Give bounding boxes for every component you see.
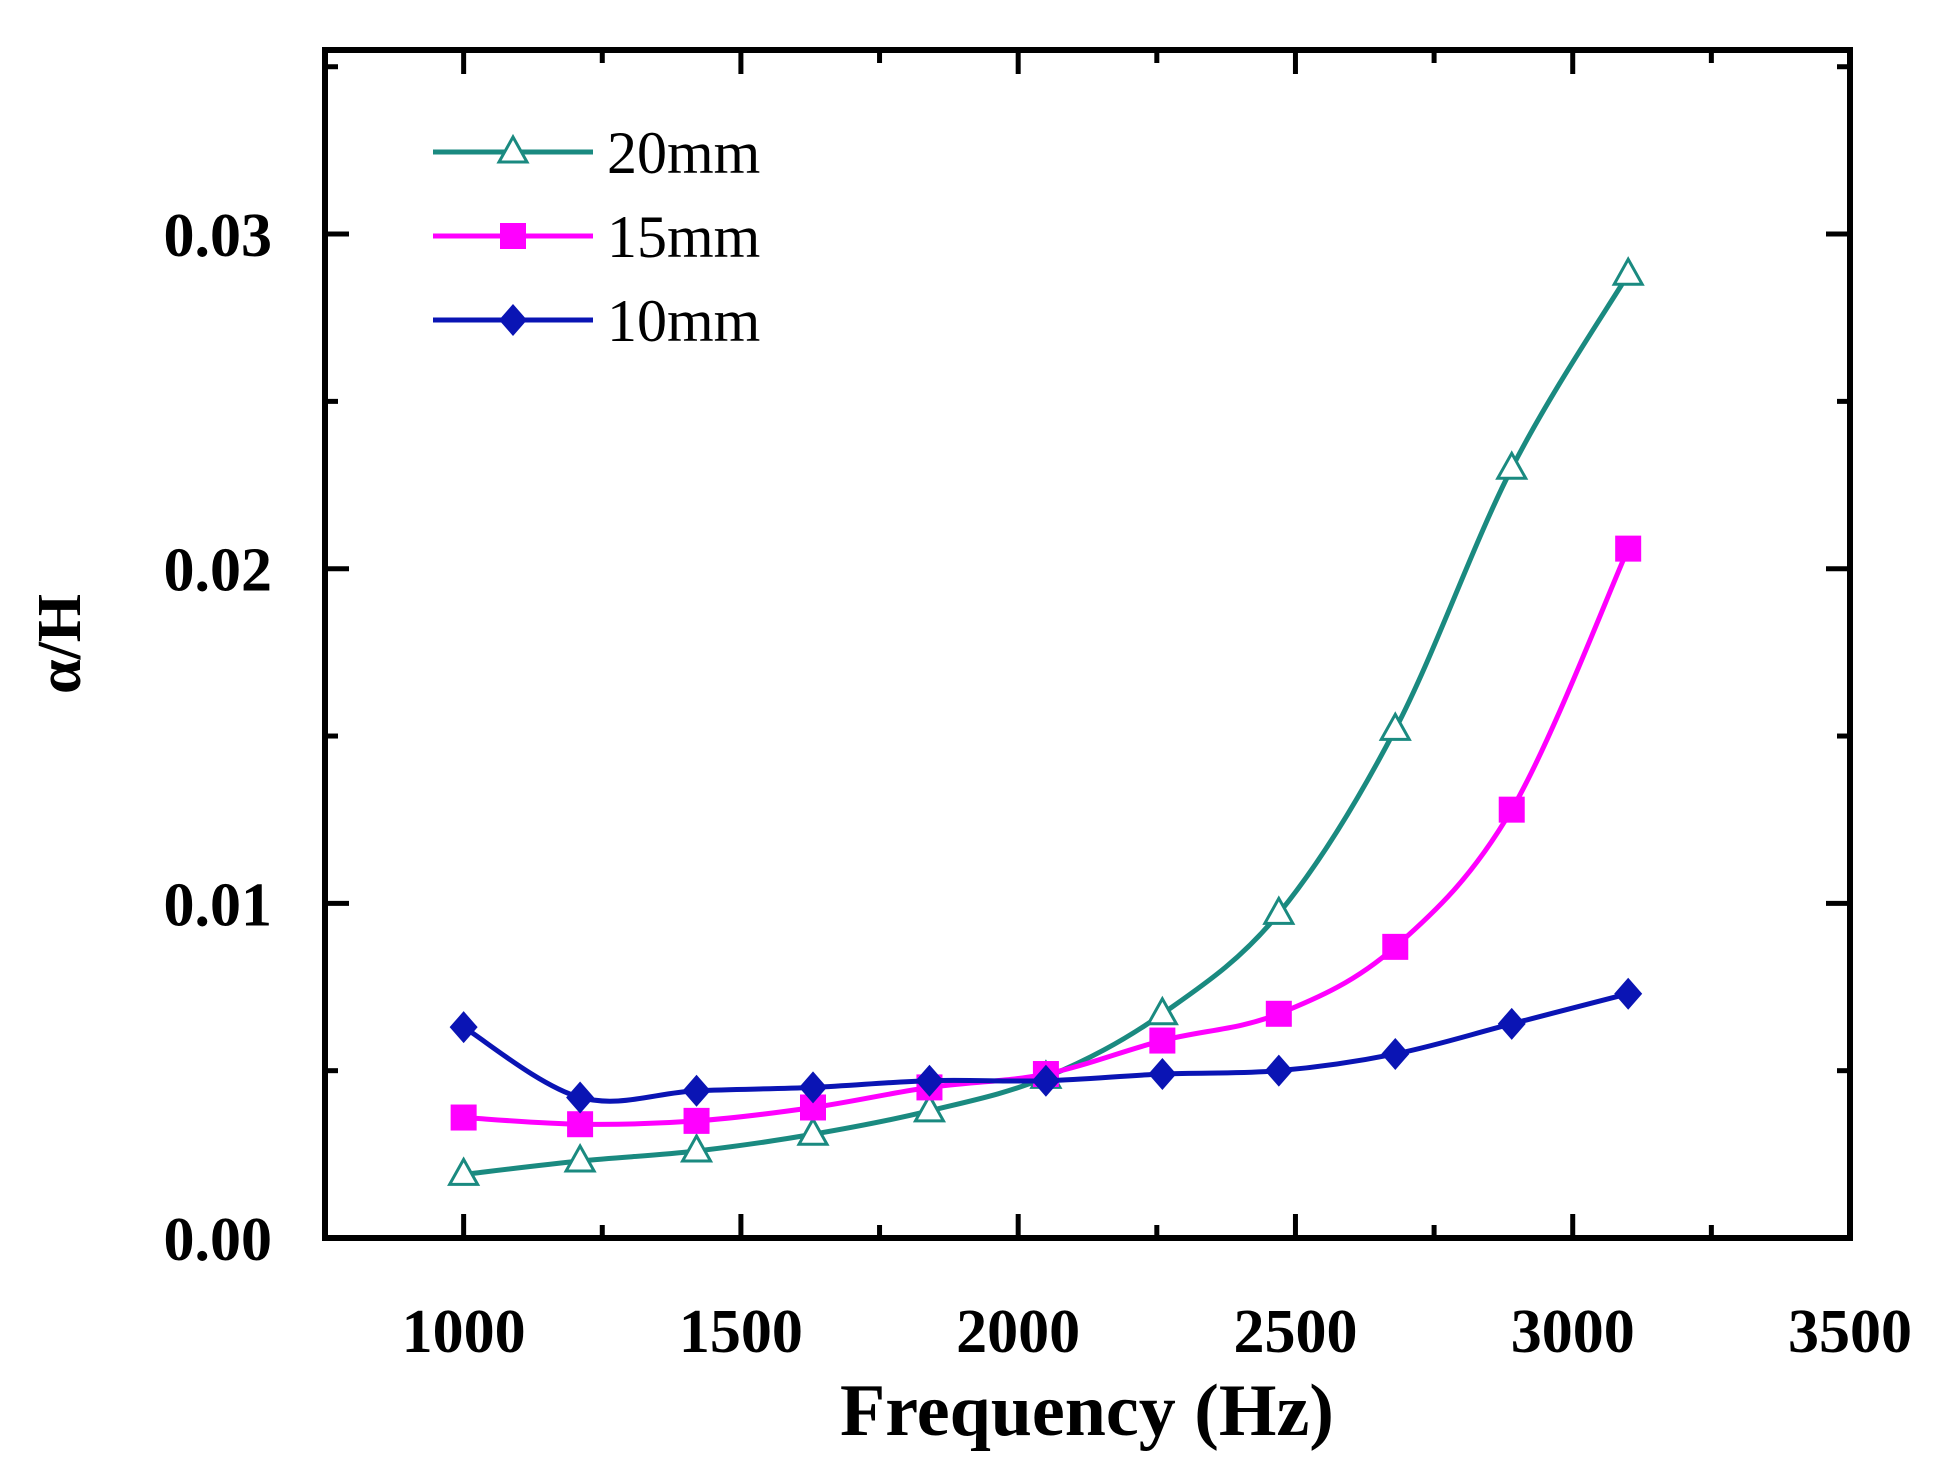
- data-point-15mm: [683, 1107, 710, 1134]
- data-point-10mm: [1264, 1054, 1293, 1087]
- data-point-10mm: [799, 1071, 827, 1104]
- data-point-15mm: [1498, 796, 1525, 823]
- data-point-15mm: [1615, 535, 1642, 562]
- x-tick-label: 1000: [402, 1298, 526, 1366]
- data-point-15mm: [567, 1111, 594, 1138]
- y-tick-label: 0.01: [164, 871, 273, 939]
- data-point-15mm: [1265, 1000, 1292, 1027]
- data-point-10mm: [682, 1074, 711, 1107]
- data-point-20mm: [1262, 895, 1296, 925]
- x-tick-label: 1500: [679, 1298, 803, 1366]
- legend-label: 20mm: [607, 120, 760, 186]
- data-point-10mm: [1148, 1058, 1177, 1091]
- legend: 20mm 15mm 10mm: [433, 120, 760, 354]
- data-point-20mm: [912, 1092, 947, 1123]
- data-point-10mm: [1031, 1064, 1060, 1097]
- axis-ticks: [322, 50, 1853, 1241]
- y-tick-label: 0.03: [164, 202, 273, 270]
- series-20mm: [447, 256, 1645, 1186]
- data-point-15mm: [1149, 1027, 1176, 1054]
- x-tick-label: 2000: [956, 1298, 1080, 1366]
- y-tick-label: 0.02: [164, 537, 273, 605]
- plot-frame: [322, 47, 1853, 1241]
- x-tick-labels: 1000 1500 2000 2500 3000 3500: [402, 1298, 1912, 1366]
- legend-label: 10mm: [607, 288, 760, 354]
- legend-marker: [499, 304, 527, 336]
- legend-item-15mm: 15mm: [433, 204, 760, 270]
- data-point-10mm: [1614, 977, 1643, 1010]
- x-tick-label: 3500: [1788, 1298, 1912, 1366]
- data-point-20mm: [1145, 995, 1179, 1026]
- data-point-15mm: [1382, 933, 1409, 960]
- legend-marker: [496, 133, 530, 164]
- data-point-10mm: [1381, 1037, 1410, 1070]
- data-point-10mm: [915, 1064, 944, 1097]
- legend-marker: [500, 223, 526, 249]
- data-point-20mm: [447, 1156, 481, 1186]
- data-point-10mm: [449, 1011, 478, 1044]
- y-tick-labels: 0.00 0.01 0.02 0.03: [164, 202, 273, 1274]
- legend-label: 15mm: [607, 204, 760, 270]
- data-point-20mm: [796, 1116, 830, 1146]
- data-point-20mm: [563, 1142, 597, 1173]
- data-point-15mm: [450, 1104, 477, 1131]
- series-15mm: [450, 535, 1642, 1138]
- data-point-20mm: [1378, 711, 1412, 741]
- series-layer: [447, 256, 1645, 1186]
- y-axis-title: α/H: [26, 594, 94, 694]
- x-tick-label: 3000: [1511, 1298, 1635, 1366]
- legend-item-20mm: 20mm: [433, 120, 760, 186]
- data-point-20mm: [1611, 256, 1645, 286]
- x-axis-title: Frequency (Hz): [840, 1370, 1334, 1452]
- data-point-20mm: [1495, 450, 1529, 480]
- series-line-15mm: [463, 547, 1631, 1127]
- data-point-10mm: [566, 1081, 595, 1114]
- legend-item-10mm: 10mm: [433, 288, 760, 354]
- data-point-10mm: [1497, 1007, 1526, 1040]
- series-10mm: [449, 977, 1643, 1114]
- y-tick-label: 0.00: [164, 1206, 273, 1274]
- x-tick-label: 2500: [1233, 1298, 1357, 1366]
- data-point-20mm: [679, 1132, 714, 1163]
